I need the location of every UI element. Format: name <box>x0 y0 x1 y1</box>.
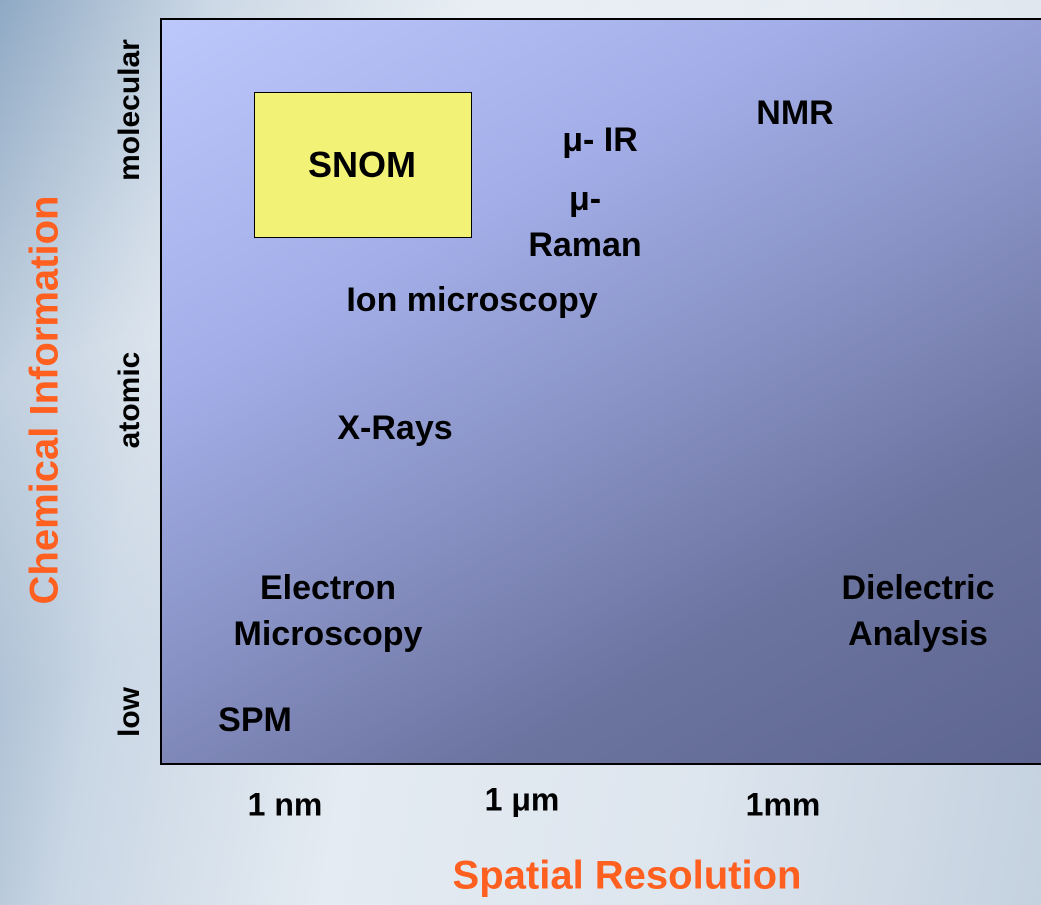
technique-line: NMR <box>756 94 834 132</box>
technique-line: Microscopy <box>233 615 423 653</box>
x-level: 1mm <box>745 786 821 823</box>
technique-label: μ- Raman <box>528 176 641 268</box>
technique-label: μ- IR <box>562 117 638 163</box>
y-title: Chemical Information <box>22 195 67 605</box>
technique-line: Raman <box>528 226 642 264</box>
technique-label: NMR <box>756 90 833 136</box>
technique-line: Dielectric <box>841 569 995 607</box>
x-level: 1 nm <box>247 786 323 823</box>
technique-line: SPM <box>218 701 292 739</box>
technique-label: Dielectric Analysis <box>841 565 994 657</box>
technique-label: Electron Microscopy <box>234 565 423 657</box>
technique-line: Ion microscopy <box>346 281 598 319</box>
technique-label: X-Rays <box>337 405 452 451</box>
technique-line: μ- IR <box>562 121 638 159</box>
x-title: Spatial Resolution <box>452 853 802 898</box>
technique-line: SNOM <box>308 144 416 185</box>
technique-line: X-Rays <box>337 409 453 447</box>
technique-line: μ- <box>568 180 602 218</box>
y-level: molecular <box>113 39 146 181</box>
technique-line: Electron <box>259 569 397 607</box>
technique-line: Analysis <box>848 615 988 653</box>
technique-label: SPM <box>218 697 292 743</box>
technique-label: SNOM <box>308 142 416 188</box>
y-level: low <box>113 687 146 737</box>
snom-box <box>254 92 472 238</box>
x-level: 1 μm <box>484 781 560 818</box>
technique-label: Ion microscopy <box>346 277 597 323</box>
y-level: atomic <box>113 351 146 449</box>
